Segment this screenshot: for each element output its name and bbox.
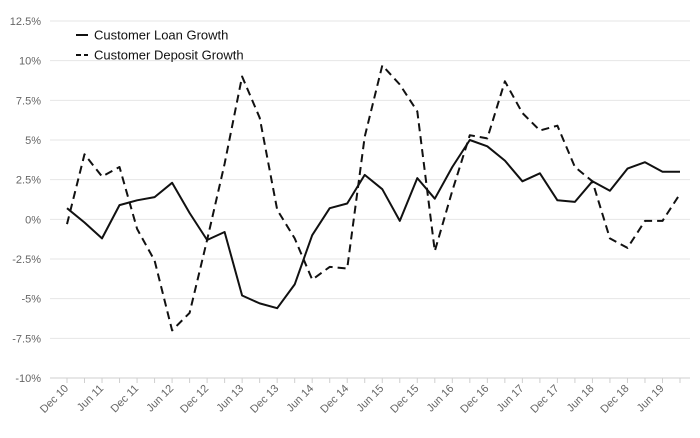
legend: Customer Loan Growth Customer Deposit Gro… (76, 28, 244, 63)
x-tick-label: Jun 16 (425, 383, 457, 415)
x-tick-label: Dec 17 (528, 383, 561, 416)
y-tick-label: 5% (25, 135, 41, 147)
x-tick-label: Dec 11 (109, 383, 142, 416)
y-tick-label: 7.5% (16, 95, 41, 107)
x-tick-label: Jun 13 (214, 383, 246, 415)
y-tick-label: -5% (21, 294, 41, 306)
series-line-customer-deposit-growth (66, 64, 681, 332)
x-axis: Dec 10 Jun 11 Dec 11 Jun 12 Dec 12 Jun 13 Dec … (38, 377, 690, 416)
y-tick-label: 0% (25, 214, 41, 226)
y-tick-label: -2.5% (12, 254, 41, 266)
x-tick-label: Dec 16 (458, 383, 491, 416)
series-line-customer-loan-growth (66, 139, 680, 310)
y-tick-label: 2.5% (16, 175, 41, 187)
legend-label: Customer Deposit Growth (94, 48, 244, 63)
y-tick-label: 10% (19, 56, 41, 68)
y-axis-tick-labels: -10% -7.5% -5% -2.5% 0% 2.5% 5% 7.5% 10% 12.5% (10, 16, 41, 385)
x-tick-label: Dec 18 (598, 383, 631, 416)
x-tick-label: Jun 14 (284, 383, 316, 415)
x-tick-label: Dec 15 (388, 383, 421, 416)
series-lines (66, 64, 681, 332)
x-tick-label: Dec 10 (38, 383, 71, 416)
y-tick-label: 12.5% (10, 16, 41, 28)
x-tick-label: Jun 11 (75, 383, 106, 414)
x-tick-label: Dec 13 (248, 383, 281, 416)
x-tick-label: Jun 12 (144, 383, 176, 415)
y-tick-label: -7.5% (12, 333, 41, 345)
legend-label: Customer Loan Growth (94, 28, 228, 43)
x-tick-label: Jun 18 (565, 383, 597, 415)
x-tick-label: Dec 12 (178, 383, 211, 416)
y-tick-label: -10% (15, 373, 41, 385)
x-tick-label: Jun 15 (355, 383, 387, 415)
x-tick-label: Jun 17 (495, 383, 527, 415)
x-tick-label: Dec 14 (318, 383, 351, 416)
x-tick-label: Jun 19 (635, 383, 667, 415)
